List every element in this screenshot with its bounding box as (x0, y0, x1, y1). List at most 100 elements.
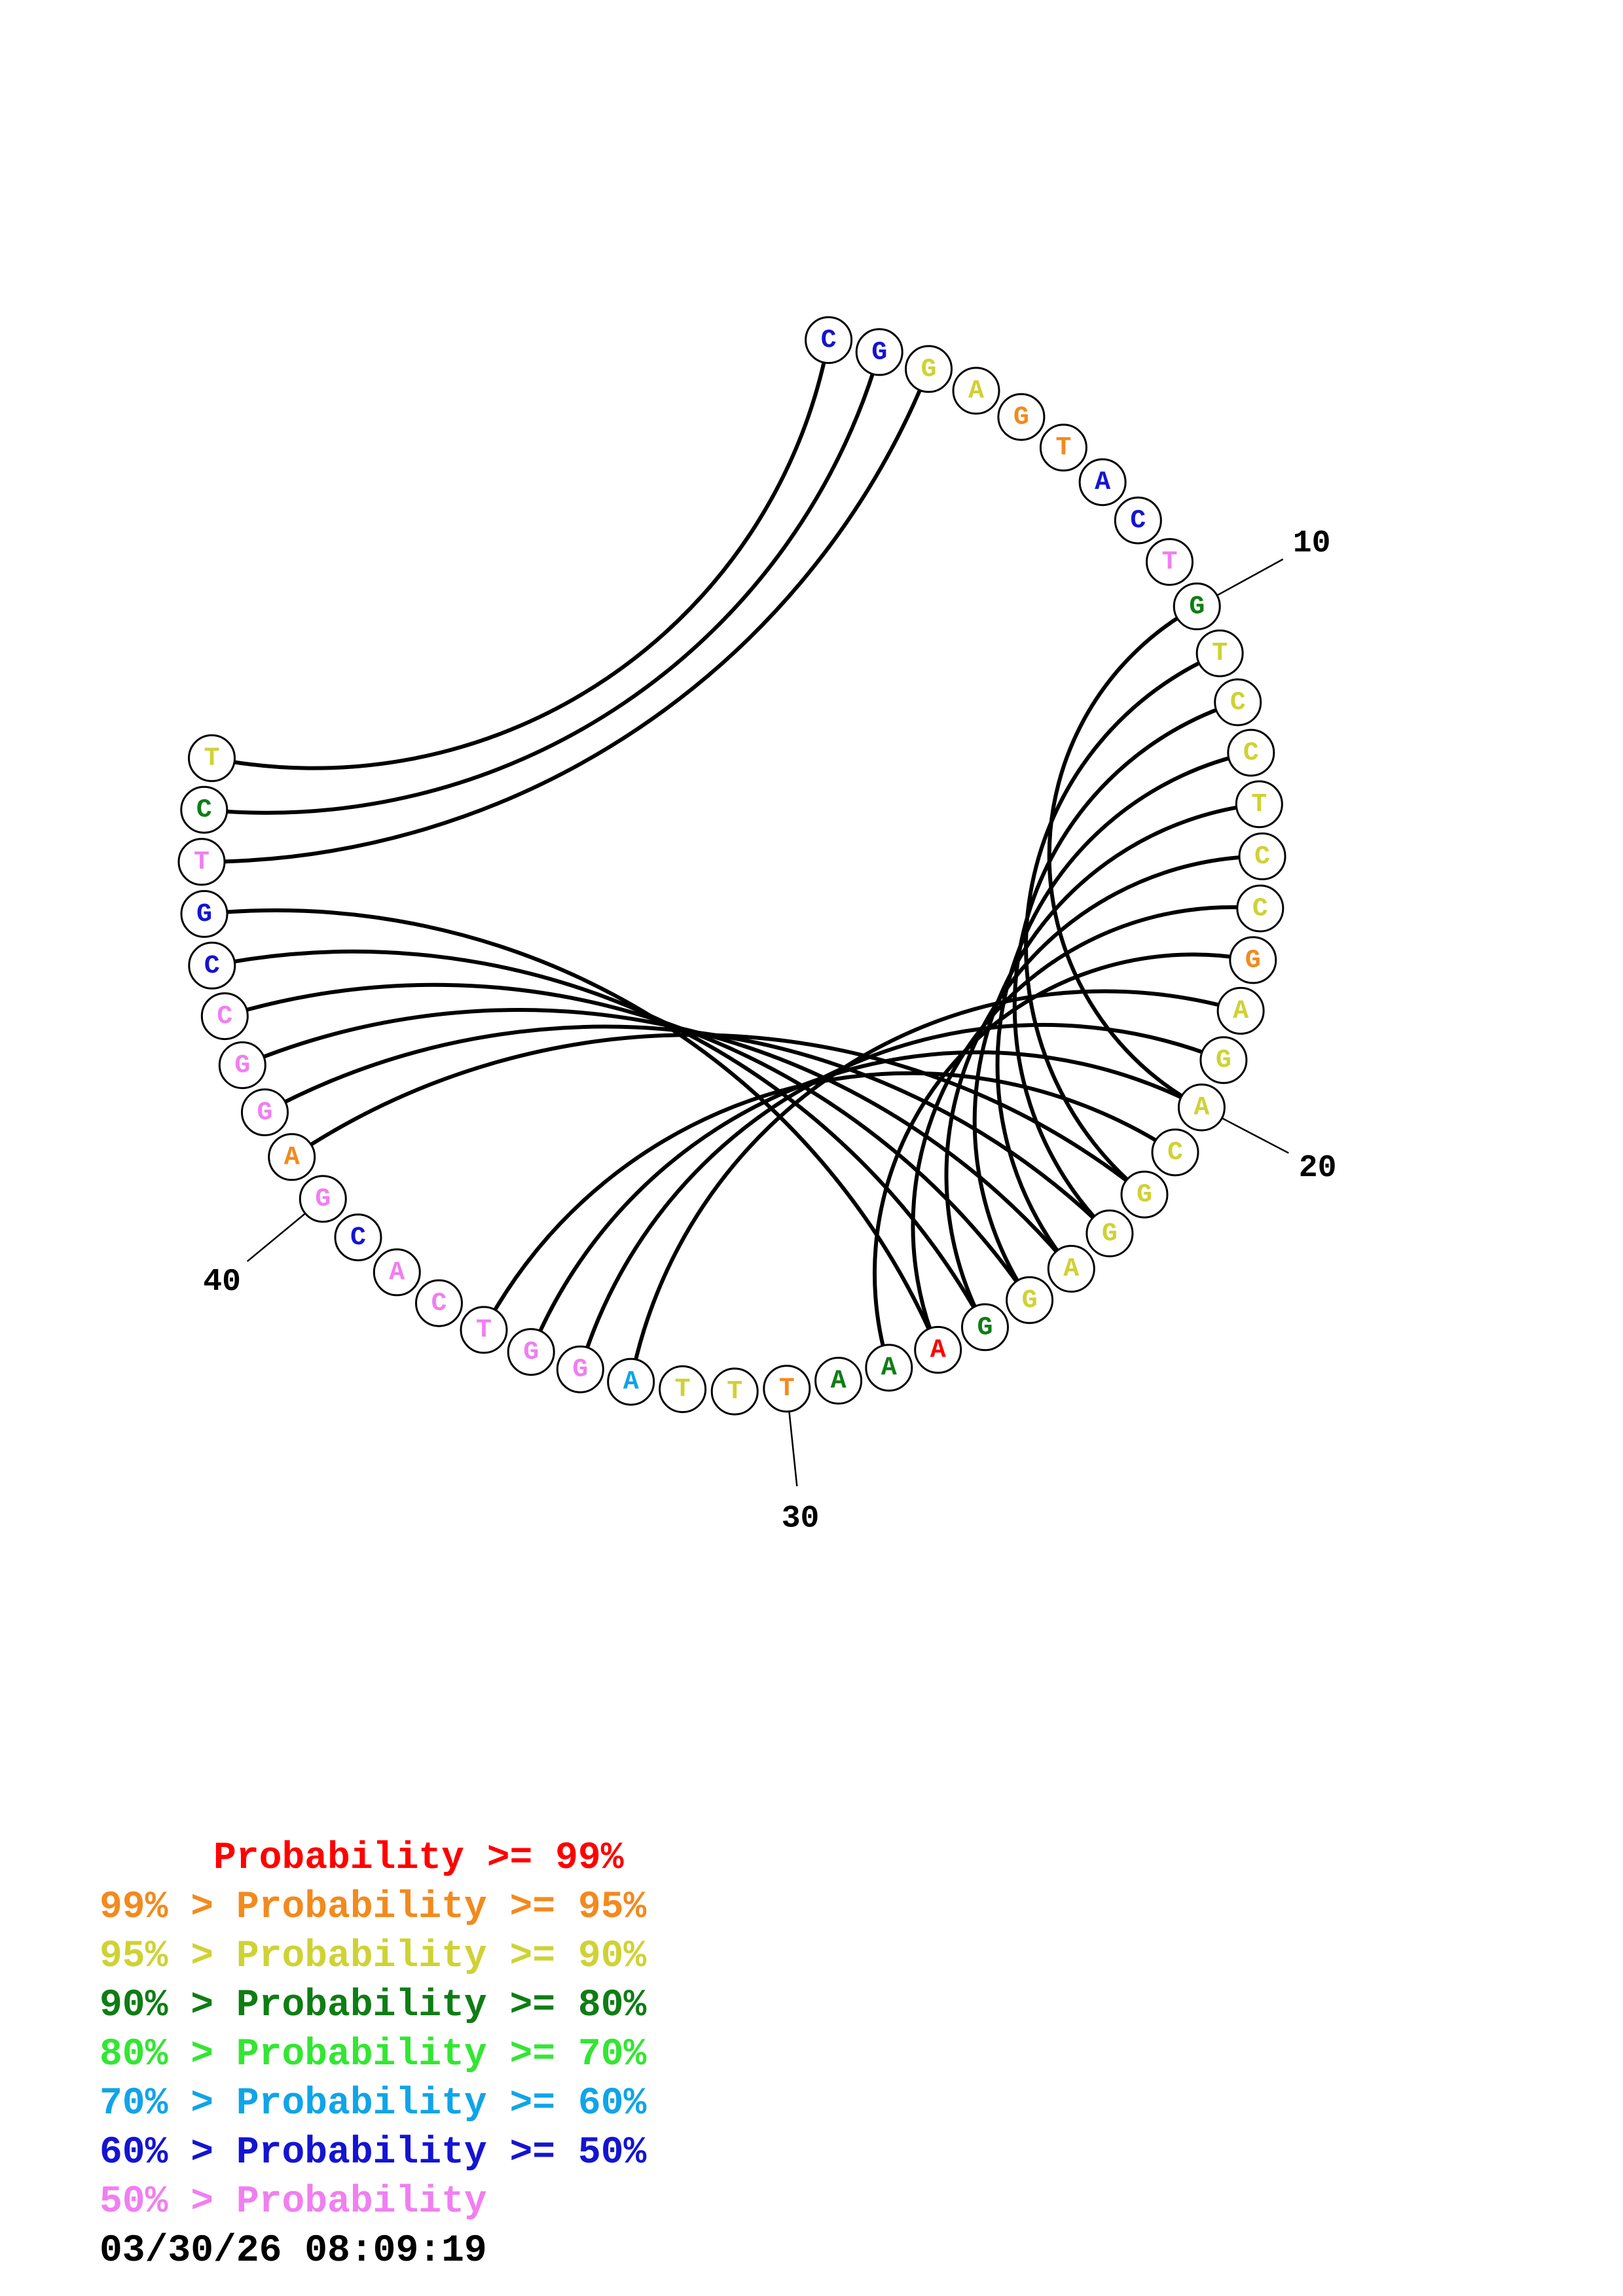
nucleotide-2: G (855, 328, 903, 376)
nucleotide-letter: T (675, 1375, 691, 1405)
nucleotide-circle (218, 1041, 266, 1089)
nucleotide-43: G (218, 1041, 266, 1089)
nucleotide-circle (1229, 936, 1277, 984)
nucleotide-circle (952, 367, 1000, 415)
nucleotide-circle (607, 1357, 655, 1406)
nucleotide-letter: G (234, 1051, 250, 1081)
nucleotide-30: T (763, 1365, 811, 1413)
nucleotide-23: G (1085, 1210, 1134, 1257)
nucleotide-circle (710, 1367, 759, 1416)
base-pair-arcs (200, 338, 1264, 1384)
pair-arc-2-48 (202, 350, 882, 815)
probability-legend: Probability >= 99% 99% > Probability >= 9… (100, 1837, 647, 2223)
nucleotide-circle (865, 1344, 913, 1392)
nucleotide-letter: C (821, 326, 837, 355)
legend-entry: 95% > Probability >= 90% (100, 1935, 647, 1978)
nucleotide-circle (1078, 458, 1127, 507)
nucleotide-27: A (914, 1325, 962, 1374)
nucleotide-17: G (1229, 936, 1277, 984)
nucleotide-letter: A (930, 1336, 946, 1365)
nucleotide-circle (1006, 1276, 1054, 1324)
legend-entry: 90% > Probability >= 80% (100, 1984, 647, 2027)
nucleotide-circle (1085, 1210, 1134, 1257)
nucleotide-letter: C (431, 1289, 447, 1319)
nucleotide-circle (180, 889, 228, 938)
nucleotide-5: G (997, 393, 1046, 441)
nucleotide-circle (460, 1306, 508, 1354)
nucleotide-32: T (659, 1365, 707, 1413)
nucleotide-letter: C (1243, 739, 1259, 768)
nucleotide-circle (1216, 986, 1265, 1035)
nucleotide-15: C (1238, 832, 1286, 880)
nucleotide-16: C (1236, 884, 1285, 933)
nucleotide-letter: T (1055, 433, 1071, 463)
nucleotide-letter: C (1130, 507, 1146, 536)
nucleotide-circle (299, 1175, 347, 1223)
nucleotide-circle (1114, 496, 1162, 545)
nucleotide-24: A (1047, 1245, 1095, 1293)
nucleotide-letter: T (476, 1316, 492, 1345)
nucleotide-13: C (1227, 728, 1275, 777)
nucleotide-42: G (241, 1088, 289, 1136)
nucleotide-letter: C (204, 952, 220, 981)
nucleotide-letter: C (1252, 895, 1268, 924)
nucleotide-circle (1151, 1128, 1199, 1177)
pair-arc-21-36 (482, 1071, 1177, 1332)
nucleotide-41: A (268, 1133, 316, 1181)
nucleotide-46: G (180, 889, 228, 938)
nucleotide-44: C (200, 992, 249, 1041)
nucleotide-20: A (1177, 1083, 1226, 1132)
nucleotide-letter: A (1063, 1255, 1079, 1284)
nucleotide-letter: A (284, 1143, 300, 1172)
nucleotide-letter: A (623, 1368, 639, 1397)
nucleotide-circle (415, 1279, 463, 1327)
nucleotide-45: C (188, 941, 236, 990)
nucleotide-letter: A (968, 377, 984, 406)
legend-entry: 60% > Probability >= 50% (100, 2132, 647, 2174)
nucleotide-circle (334, 1213, 382, 1262)
nucleotide-19: G (1199, 1036, 1248, 1085)
nucleotide-circle (1227, 728, 1275, 777)
nucleotide-circle (1039, 423, 1087, 472)
pair-arc-3-47 (200, 367, 931, 864)
position-ticks: 10 20 30 40 (203, 526, 1336, 1536)
nucleotide-letter: T (727, 1378, 742, 1407)
nucleotide-circle (1177, 1083, 1226, 1132)
nucleotide-18: A (1216, 986, 1265, 1035)
nucleotide-letter: G (1102, 1219, 1118, 1249)
nucleotide-circle (961, 1303, 1009, 1352)
nucleotide-circle (188, 941, 236, 990)
pair-arc-16-27 (911, 905, 1262, 1352)
nucleotide-letter: G (1013, 403, 1029, 433)
nucleotide-36: T (460, 1306, 508, 1354)
nucleotide-circle (805, 316, 853, 365)
nucleotide-35: G (507, 1328, 555, 1376)
nucleotide-31: T (710, 1367, 759, 1416)
pair-arc-1-49 (210, 338, 831, 770)
nucleotide-letter: A (1233, 997, 1249, 1026)
pair-arc-15-26 (944, 854, 1264, 1329)
nucleotide-25: G (1006, 1276, 1054, 1324)
nucleotide-4: A (952, 367, 1000, 415)
nucleotide-9: T (1146, 538, 1194, 586)
nucleotide-circle (373, 1248, 421, 1297)
nucleotide-38: A (373, 1248, 421, 1297)
nucleotide-circle (177, 838, 226, 886)
nucleotide-40: G (299, 1175, 347, 1223)
nucleotide-letter: T (194, 848, 210, 877)
nucleotide-circle (241, 1088, 289, 1136)
nucleotide-circle (855, 328, 903, 376)
legend-entry: 50% > Probability (100, 2181, 487, 2223)
nucleotide-letter: A (389, 1258, 405, 1287)
nucleotide-circle (1238, 832, 1286, 880)
nucleotide-1: C (805, 316, 853, 365)
nucleotide-circle (1146, 538, 1194, 586)
nucleotide-10: G (1173, 583, 1221, 630)
nucleotide-circle (1214, 678, 1262, 726)
nucleotide-circle (507, 1328, 555, 1376)
tick-line-10 (1216, 558, 1284, 596)
pair-arc-13-24 (995, 751, 1253, 1271)
pair-arc-11-22 (1024, 651, 1222, 1197)
nucleotide-8: C (1114, 496, 1162, 545)
nucleotide-letter: G (1189, 592, 1205, 622)
